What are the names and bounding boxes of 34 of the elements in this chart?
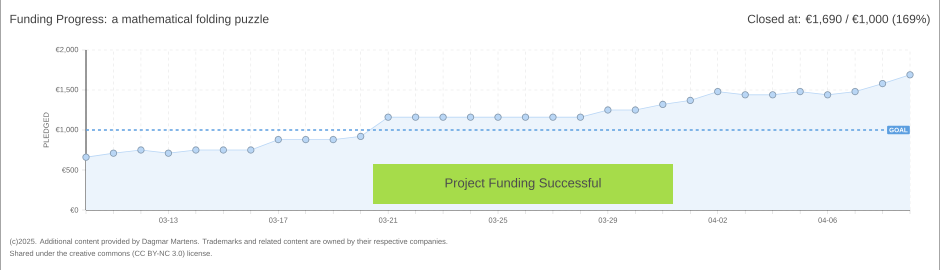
annotation: Project Funding Successful <box>446 178 601 190</box>
chart-subtitle: Closed at: €1,690 / €1,000 (169%) <box>748 14 930 26</box>
point <box>466 114 474 121</box>
point <box>549 114 557 121</box>
point <box>439 114 447 121</box>
point <box>110 150 118 157</box>
point <box>274 136 282 144</box>
point <box>302 136 310 144</box>
point <box>824 91 832 98</box>
point <box>906 71 914 78</box>
point <box>659 100 666 108</box>
point <box>192 146 200 154</box>
point <box>796 88 804 96</box>
point <box>220 146 227 154</box>
point <box>604 106 612 114</box>
point <box>632 106 639 114</box>
point <box>412 114 420 121</box>
point <box>851 88 859 96</box>
point <box>686 96 694 104</box>
point <box>137 146 145 154</box>
chart-title: Funding Progress: a mathematical folding puzzle <box>10 14 269 26</box>
point <box>384 114 392 121</box>
point <box>522 114 530 121</box>
point <box>714 88 722 96</box>
point <box>247 146 254 154</box>
point <box>357 132 364 140</box>
point <box>164 150 172 157</box>
point <box>82 154 90 161</box>
point <box>878 80 886 88</box>
point <box>769 91 776 98</box>
point <box>330 136 337 144</box>
point <box>576 114 584 121</box>
point <box>494 114 502 121</box>
point <box>742 91 749 98</box>
